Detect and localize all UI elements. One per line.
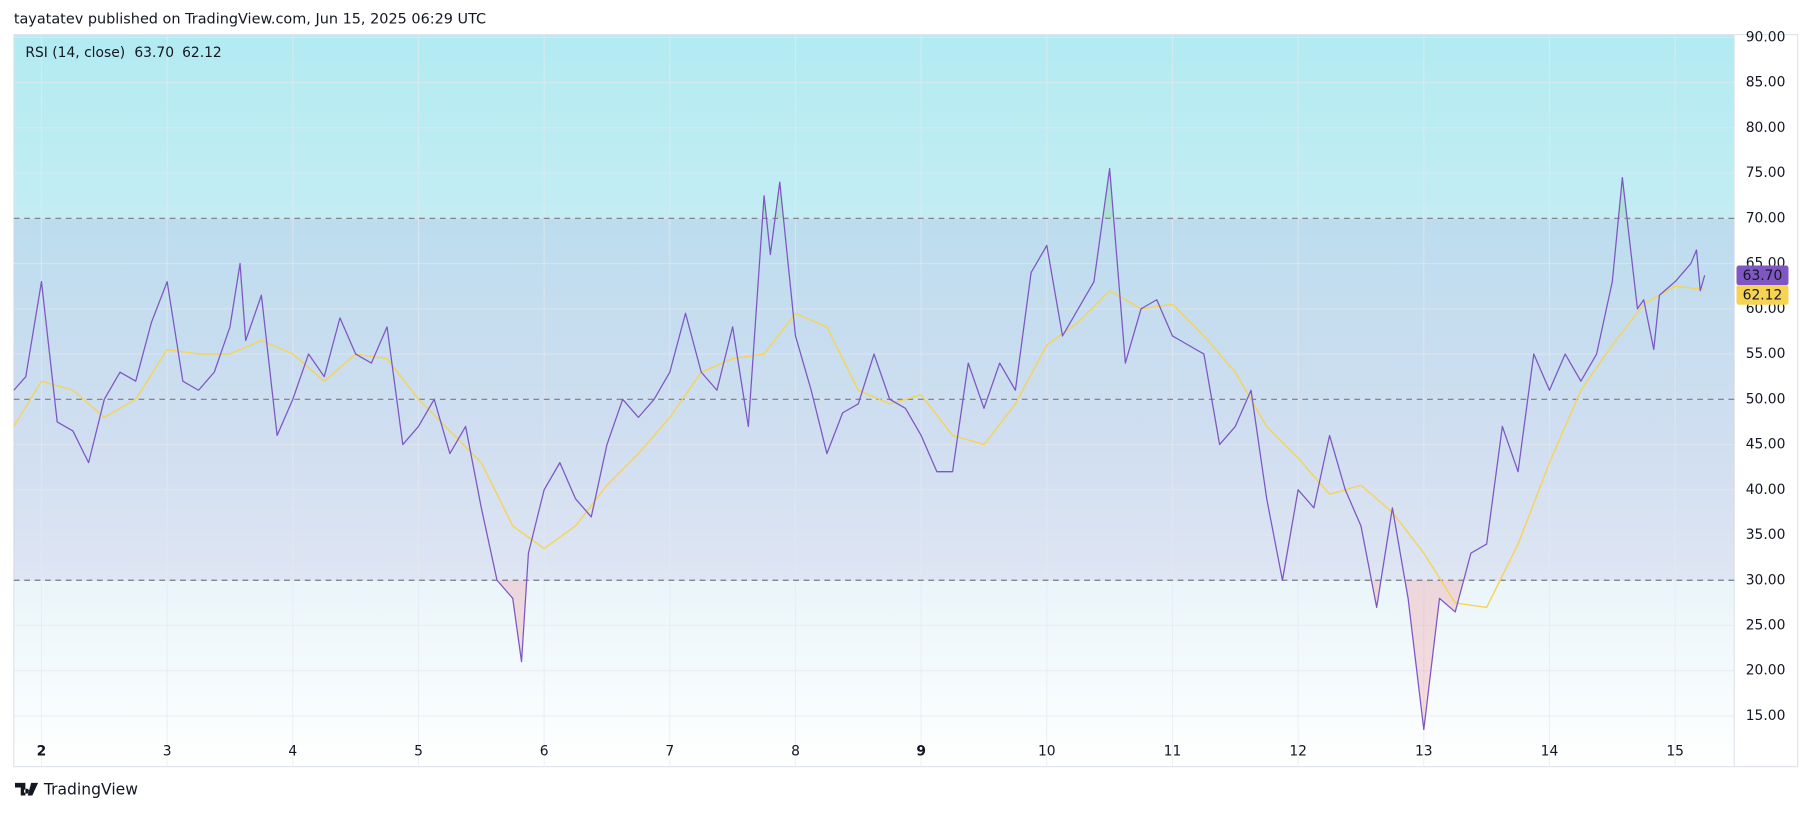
x-tick-label: 5 [414,744,423,760]
x-tick-label: 7 [665,744,674,760]
x-tick-label: 2 [37,744,47,760]
x-tick-label: 10 [1038,744,1056,760]
y-tick-label: 70.00 [1746,210,1786,226]
y-tick-label: 15.00 [1746,708,1786,724]
y-tick-label: 75.00 [1746,165,1786,181]
x-tick-label: 13 [1415,744,1433,760]
x-tick-label: 3 [163,744,172,760]
rsi-ma-line [13,285,1705,609]
legend-value: 63.70 [134,45,174,61]
header: tayatatev published on TradingView.com, … [14,12,486,28]
y-tick-label: 45.00 [1746,437,1786,453]
footer-brand: TradingView [43,780,138,798]
y-tick-label: 25.00 [1746,618,1786,634]
plot-layer [13,34,1735,767]
y-tick-label: 50.00 [1746,391,1786,407]
y-tick-label: 35.00 [1746,527,1786,543]
footer-logo: TradingView [14,780,138,798]
legend-value: 62.12 [182,45,222,61]
y-tick-label: 85.00 [1746,75,1786,91]
y-tick-label: 60.00 [1746,301,1786,317]
y-tick-label: 90.00 [1746,29,1786,45]
last-value-box [1736,285,1789,305]
legend: RSI (14, close) 63.70 62.12 [25,45,221,61]
y-tick-label: 40.00 [1746,482,1786,498]
last-value-label: 62.12 [1743,288,1783,304]
panel-border [13,34,1799,768]
y-tick-label: 30.00 [1746,572,1786,588]
x-tick-label: 9 [916,744,926,760]
x-tick-label: 8 [791,744,800,760]
plot-background [13,34,1735,767]
x-tick-label: 11 [1164,744,1182,760]
y-tick-label: 20.00 [1746,663,1786,679]
y-tick-label: 80.00 [1746,120,1786,136]
x-tick-label: 6 [540,744,549,760]
x-tick-label: 12 [1289,744,1307,760]
last-value-label: 63.70 [1743,268,1783,284]
x-tick-label: 4 [288,744,297,760]
x-tick-label: 15 [1666,744,1684,760]
legend-title: RSI (14, close) [25,45,125,61]
logo-icon [14,782,39,796]
y-tick-label: 55.00 [1746,346,1786,362]
x-tick-label: 14 [1541,744,1559,760]
rsi-line [13,167,1706,731]
last-value-box [1736,265,1789,286]
